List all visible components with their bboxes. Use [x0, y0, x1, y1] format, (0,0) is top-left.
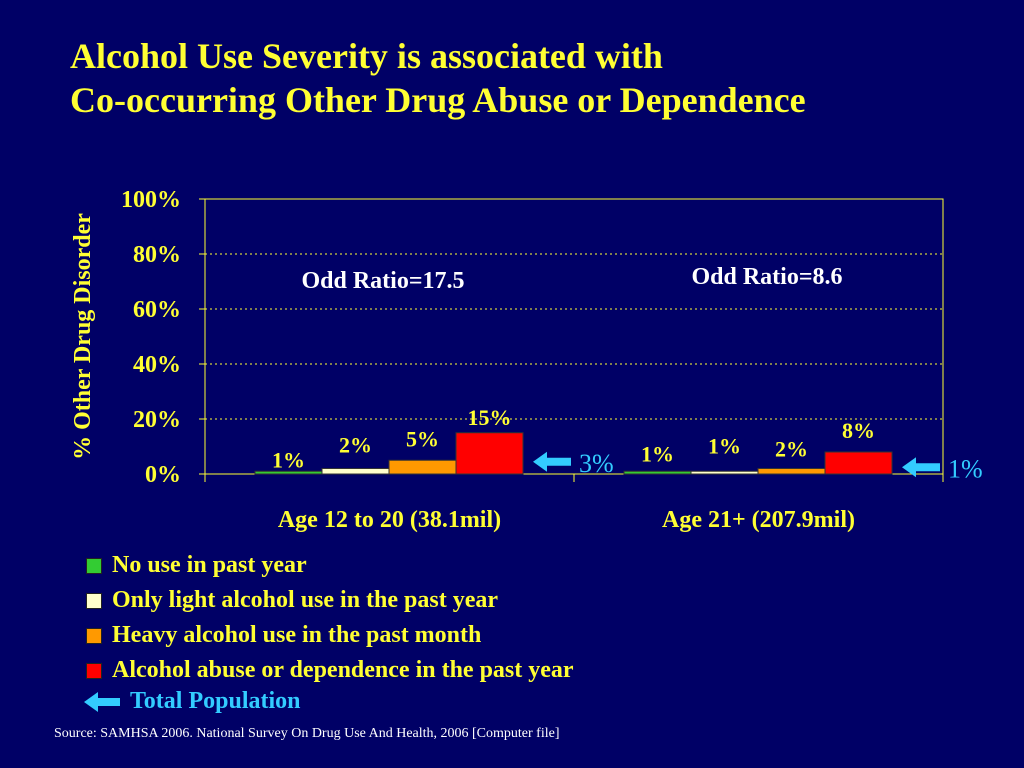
- bar: [623, 470, 692, 475]
- legend-label: Heavy alcohol use in the past month: [112, 622, 482, 648]
- plot-area: [204, 198, 944, 475]
- title-line-2: Co-occurring Other Drug Abuse or Depende…: [70, 80, 806, 120]
- legend-item-abuse-dependence: Alcohol abuse or dependence in the past …: [86, 653, 574, 688]
- bar-data-label: 2%: [339, 433, 372, 458]
- bar: [757, 468, 826, 475]
- legend-swatch: [86, 627, 102, 644]
- x-category-label: Age 12 to 20 (38.1mil): [278, 507, 501, 533]
- total-population-arrow: [533, 451, 571, 472]
- legend-item-no-use: No use in past year: [86, 548, 574, 583]
- x-category-label: Age 21+ (207.9mil): [662, 507, 855, 533]
- bar: [455, 432, 524, 475]
- bar: [824, 451, 893, 475]
- legend-swatch: [86, 592, 102, 609]
- total-population-label: 1%: [948, 454, 983, 483]
- legend-item-total-population: Total Population: [84, 688, 301, 715]
- y-tick-label: 40%: [133, 352, 181, 378]
- odds-ratio-annotation: Odd Ratio=8.6: [691, 264, 842, 290]
- bar: [321, 468, 390, 475]
- legend: No use in past year Only light alcohol u…: [86, 548, 574, 688]
- title-line-1: Alcohol Use Severity is associated with: [70, 36, 663, 76]
- y-tick-label: 20%: [133, 407, 181, 433]
- bar-data-label: 15%: [468, 405, 512, 430]
- total-population-label: 3%: [579, 449, 614, 478]
- bar-data-label: 2%: [775, 437, 808, 462]
- y-axis-label: % Other Drug Disorder: [70, 213, 96, 460]
- legend-item-light-use: Only light alcohol use in the past year: [86, 583, 574, 618]
- legend-swatch: [86, 662, 102, 679]
- y-tick-label: 80%: [133, 242, 181, 268]
- bar: [388, 459, 457, 475]
- bar-chart: 0% 20% 40% 60% 80% 100% % Other Drug Disorder 1…: [70, 187, 983, 533]
- y-tick-label: 100%: [121, 187, 181, 213]
- legend-label: Only light alcohol use in the past year: [112, 587, 499, 613]
- bar: [690, 470, 759, 475]
- bar-data-label: 1%: [272, 447, 305, 472]
- legend-label: No use in past year: [112, 552, 307, 578]
- slide-title: Alcohol Use Severity is associated with …: [70, 34, 1020, 122]
- y-tick-label: 0%: [145, 462, 181, 488]
- legend-label: Total Population: [130, 688, 301, 714]
- y-tick-label: 60%: [133, 297, 181, 323]
- bar-data-label: 1%: [708, 433, 741, 458]
- legend-item-heavy-use: Heavy alcohol use in the past month: [86, 618, 574, 653]
- legend-label: Alcohol abuse or dependence in the past …: [112, 657, 574, 683]
- legend-swatch: [86, 557, 102, 574]
- total-population-arrow: [902, 457, 940, 478]
- source-note: Source: SAMHSA 2006. National Survey On …: [54, 726, 560, 741]
- bar-data-label: 1%: [641, 441, 674, 466]
- bar-data-label: 5%: [406, 426, 439, 451]
- odds-ratio-annotation: Odd Ratio=17.5: [301, 268, 464, 294]
- bar-data-label: 8%: [842, 418, 875, 443]
- arrow-left-icon: [84, 691, 120, 712]
